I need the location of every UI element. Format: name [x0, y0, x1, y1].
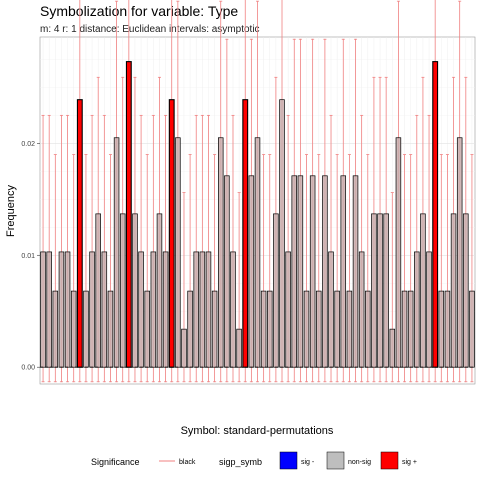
chart-subtitle: m: 4 r: 1 distance: Euclidean intervals:… — [40, 24, 260, 35]
legend-swatch-non-sig — [326, 451, 345, 470]
bar-non-sig — [346, 290, 353, 368]
bar-non-sig — [58, 251, 65, 368]
bar-non-sig — [365, 290, 371, 368]
bar-non-sig — [309, 175, 316, 368]
bar-non-sig — [119, 213, 126, 368]
bar-non-sig — [444, 290, 451, 368]
bar-non-sig — [267, 290, 273, 368]
bar-non-sig — [248, 175, 255, 368]
y-axis-ticks: 0.00 0.01 0.02 — [21, 141, 40, 372]
bar-non-sig — [199, 251, 206, 368]
bar-non-sig — [316, 290, 322, 368]
y-tick-label: 0.02 — [21, 141, 35, 148]
bar-non-sig — [89, 251, 95, 368]
bar-non-sig — [297, 175, 304, 368]
bar-non-sig — [95, 213, 101, 368]
bar-non-sig — [450, 213, 457, 368]
bar-non-sig — [438, 290, 445, 368]
legend-label-sig-minus: sig - — [301, 459, 315, 466]
bar-non-sig — [46, 251, 52, 368]
legend-label-sig-plus: sig + — [402, 459, 417, 466]
bars — [40, 61, 475, 368]
bar-non-sig — [377, 213, 383, 368]
y-tick-label: 0.00 — [21, 365, 35, 372]
legend-symb-title: sigp_symb — [219, 457, 262, 467]
bar-sig-plus — [432, 61, 439, 368]
bar-sig-plus — [242, 99, 249, 368]
bar-non-sig — [64, 251, 71, 368]
bar-non-sig — [328, 251, 334, 368]
bar-non-sig — [254, 137, 261, 368]
bar-non-sig — [193, 251, 199, 368]
bar-non-sig — [383, 213, 389, 368]
bar-non-sig — [205, 251, 212, 368]
x-axis-title: Symbol: standard-permutations — [181, 425, 334, 437]
bar-non-sig — [285, 251, 291, 368]
bar-non-sig — [303, 290, 310, 368]
bar-non-sig — [211, 290, 218, 368]
bar-non-sig — [113, 137, 120, 368]
legend-line-label: black — [179, 459, 196, 466]
bar-non-sig — [236, 328, 242, 368]
bar-non-sig — [138, 251, 144, 368]
bar-sig-plus — [168, 99, 175, 368]
bar-non-sig — [181, 328, 187, 368]
bar-non-sig — [322, 175, 328, 368]
chart-title: Symbolization for variable: Type — [40, 3, 238, 19]
bar-non-sig — [230, 251, 236, 368]
bar-non-sig — [40, 251, 46, 368]
bar-non-sig — [340, 175, 347, 368]
bar-non-sig — [162, 251, 169, 368]
bar-non-sig — [52, 290, 59, 368]
bar-non-sig — [395, 137, 402, 368]
bar-non-sig — [218, 137, 224, 368]
bar-non-sig — [150, 251, 157, 368]
bar-non-sig — [426, 251, 432, 368]
legend-swatch-sig-plus — [380, 451, 399, 470]
bar-non-sig — [260, 290, 267, 368]
bar-non-sig — [144, 290, 150, 368]
bar-non-sig — [291, 175, 297, 368]
bar-non-sig — [132, 213, 138, 368]
bar-non-sig — [469, 290, 475, 368]
bar-non-sig — [352, 175, 359, 368]
y-tick-label: 0.01 — [21, 253, 35, 260]
bar-sig-plus — [125, 61, 132, 368]
bar-sig-plus — [76, 99, 83, 368]
bar-non-sig — [414, 251, 420, 368]
legend: Significance black sigp_symb sig - non-s… — [91, 451, 417, 470]
bar-non-sig — [407, 290, 414, 368]
bar-non-sig — [401, 290, 408, 368]
bar-non-sig — [101, 251, 108, 368]
bar-non-sig — [463, 213, 469, 368]
bar-non-sig — [456, 137, 463, 368]
bar-non-sig — [224, 175, 230, 368]
bar-non-sig — [273, 213, 279, 368]
legend-significance-title: Significance — [91, 457, 140, 467]
bar-non-sig — [175, 137, 181, 368]
bar-non-sig — [358, 251, 365, 368]
bar-non-sig — [70, 290, 77, 368]
bar-non-sig — [334, 290, 340, 368]
bar-non-sig — [420, 213, 426, 368]
bar-non-sig — [279, 99, 285, 368]
legend-swatch-sig-minus — [279, 451, 298, 470]
bar-non-sig — [83, 290, 89, 368]
bar-non-sig — [371, 213, 377, 368]
bar-non-sig — [156, 213, 163, 368]
bar-non-sig — [187, 290, 193, 368]
legend-label-non-sig: non-sig — [348, 459, 371, 466]
bar-non-sig — [107, 290, 114, 368]
bar-non-sig — [389, 328, 396, 368]
y-axis-title: Frequency — [5, 185, 17, 237]
